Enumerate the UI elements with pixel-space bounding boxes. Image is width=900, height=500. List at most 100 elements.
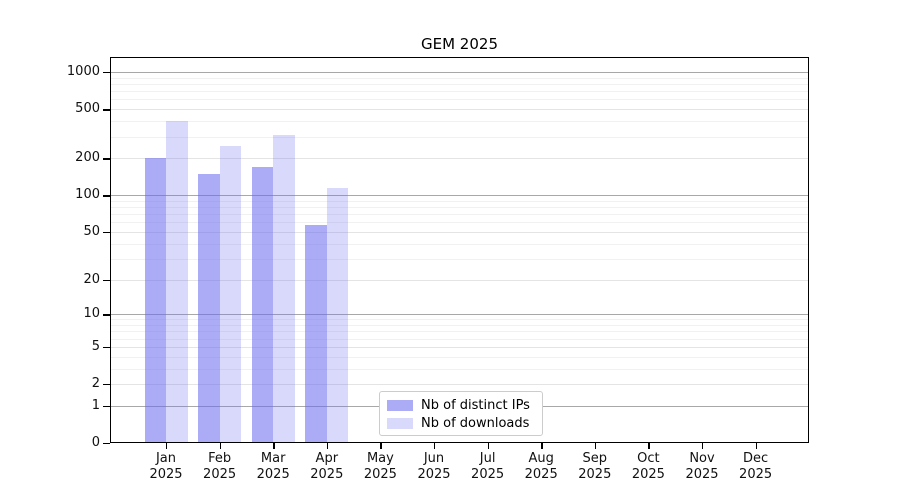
x-tick-year: 2025 bbox=[685, 467, 719, 482]
gridline-major bbox=[111, 231, 808, 233]
y-tick-label: 2 bbox=[91, 376, 100, 391]
x-tick-label: Oct 2025 bbox=[616, 451, 680, 483]
x-tick-year: 2025 bbox=[631, 467, 665, 482]
x-tick-month: Jun bbox=[423, 451, 445, 466]
gridline-emphasis bbox=[111, 72, 808, 73]
y-tick-mark bbox=[103, 384, 110, 386]
gridline-minor bbox=[111, 121, 808, 123]
gridline-emphasis bbox=[111, 314, 808, 316]
legend: Nb of distinct IPs Nb of downloads bbox=[379, 391, 543, 436]
y-tick-label: 1 bbox=[91, 397, 100, 413]
y-tick-mark bbox=[103, 279, 110, 281]
x-tick-label: Mar 2025 bbox=[241, 451, 305, 483]
x-tick-month: Jan bbox=[155, 451, 177, 466]
gridline-major bbox=[111, 346, 808, 348]
bar-distinct-ips bbox=[198, 173, 220, 443]
x-tick-mark bbox=[702, 443, 704, 449]
bar-distinct-ips bbox=[305, 225, 327, 443]
x-tick-mark bbox=[594, 443, 597, 449]
x-tick-label: Jul 2025 bbox=[456, 451, 520, 483]
y-tick-label: 500 bbox=[75, 101, 100, 117]
bar-downloads bbox=[166, 121, 188, 443]
gridline-minor bbox=[111, 77, 808, 79]
bar-distinct-ips bbox=[251, 166, 274, 443]
bar-downloads bbox=[219, 146, 242, 443]
legend-item: Nb of distinct IPs bbox=[387, 396, 536, 414]
x-tick-label: Apr 2025 bbox=[295, 451, 359, 483]
gridline-major bbox=[111, 158, 808, 160]
gridline-minor bbox=[111, 243, 808, 245]
x-tick-mark bbox=[541, 443, 543, 449]
gridline-minor bbox=[111, 214, 808, 216]
gridline-minor bbox=[111, 200, 808, 202]
gridline-minor bbox=[111, 91, 808, 93]
legend-item-label: Nb of distinct IPs bbox=[421, 397, 530, 413]
y-tick-mark bbox=[103, 405, 110, 408]
gridline-minor bbox=[111, 258, 808, 260]
x-tick-month: Feb bbox=[208, 451, 232, 466]
x-tick-label: Jun 2025 bbox=[402, 451, 466, 483]
x-tick-month: May bbox=[366, 451, 394, 466]
gridline-minor bbox=[111, 207, 808, 208]
gridline-minor bbox=[111, 356, 808, 358]
gridline-major bbox=[111, 109, 808, 111]
x-tick-mark bbox=[326, 443, 329, 449]
gridline-minor bbox=[111, 99, 808, 101]
y-tick-label: 10 bbox=[83, 306, 100, 322]
x-tick-label: May 2025 bbox=[348, 451, 412, 483]
y-tick-label: 20 bbox=[83, 271, 100, 287]
gridline-emphasis bbox=[111, 195, 808, 197]
y-tick-mark bbox=[103, 109, 110, 111]
x-tick-month: Sep bbox=[582, 451, 608, 466]
x-tick-label: Feb 2025 bbox=[188, 451, 252, 483]
x-tick-month: Apr bbox=[315, 451, 339, 466]
x-tick-month: Mar bbox=[260, 451, 286, 466]
x-tick-year: 2025 bbox=[256, 467, 290, 482]
x-tick-year: 2025 bbox=[363, 467, 397, 482]
x-tick-month: Oct bbox=[637, 451, 660, 466]
x-tick-label: Jan 2025 bbox=[134, 451, 198, 483]
gridline-minor bbox=[111, 338, 808, 340]
x-tick-mark bbox=[219, 443, 221, 449]
x-tick-mark bbox=[273, 443, 275, 449]
y-tick-mark bbox=[103, 314, 110, 316]
legend-swatch bbox=[387, 399, 413, 411]
x-tick-mark bbox=[434, 443, 436, 449]
x-tick-label: Nov 2025 bbox=[670, 451, 734, 483]
x-tick-label: Aug 2025 bbox=[509, 451, 573, 483]
legend-item-label: Nb of downloads bbox=[421, 415, 530, 431]
x-tick-year: 2025 bbox=[739, 467, 773, 482]
x-tick-label: Sep 2025 bbox=[563, 451, 627, 483]
x-tick-year: 2025 bbox=[149, 467, 183, 482]
x-tick-month: Aug bbox=[528, 451, 554, 466]
y-tick-label: 200 bbox=[75, 150, 100, 166]
x-tick-mark bbox=[380, 443, 382, 449]
chart-title: GEM 2025 bbox=[421, 35, 498, 53]
x-tick-year: 2025 bbox=[578, 467, 612, 482]
gridline-minor bbox=[111, 136, 808, 138]
x-tick-label: Dec 2025 bbox=[724, 451, 788, 483]
gridline-minor bbox=[111, 84, 808, 85]
x-tick-month: Dec bbox=[743, 451, 769, 466]
x-tick-year: 2025 bbox=[203, 467, 237, 482]
y-tick-label: 100 bbox=[75, 187, 100, 203]
y-tick-mark bbox=[103, 443, 110, 445]
y-tick-label: 0 bbox=[91, 435, 100, 450]
bar-distinct-ips bbox=[144, 158, 166, 443]
y-tick-mark bbox=[103, 195, 110, 197]
y-tick-mark bbox=[103, 158, 110, 160]
x-tick-mark bbox=[755, 443, 757, 449]
y-tick-mark bbox=[103, 231, 110, 234]
x-tick-mark bbox=[166, 443, 168, 449]
gridline-minor bbox=[111, 325, 808, 326]
legend-swatch bbox=[387, 417, 413, 429]
x-tick-year: 2025 bbox=[471, 467, 505, 482]
legend-item: Nb of downloads bbox=[387, 414, 536, 432]
x-tick-mark bbox=[487, 443, 489, 449]
gridline-minor bbox=[111, 222, 808, 224]
x-tick-mark bbox=[648, 443, 650, 449]
y-tick-mark bbox=[103, 346, 110, 349]
gridline-minor bbox=[111, 368, 808, 370]
y-tick-label: 5 bbox=[91, 338, 100, 354]
